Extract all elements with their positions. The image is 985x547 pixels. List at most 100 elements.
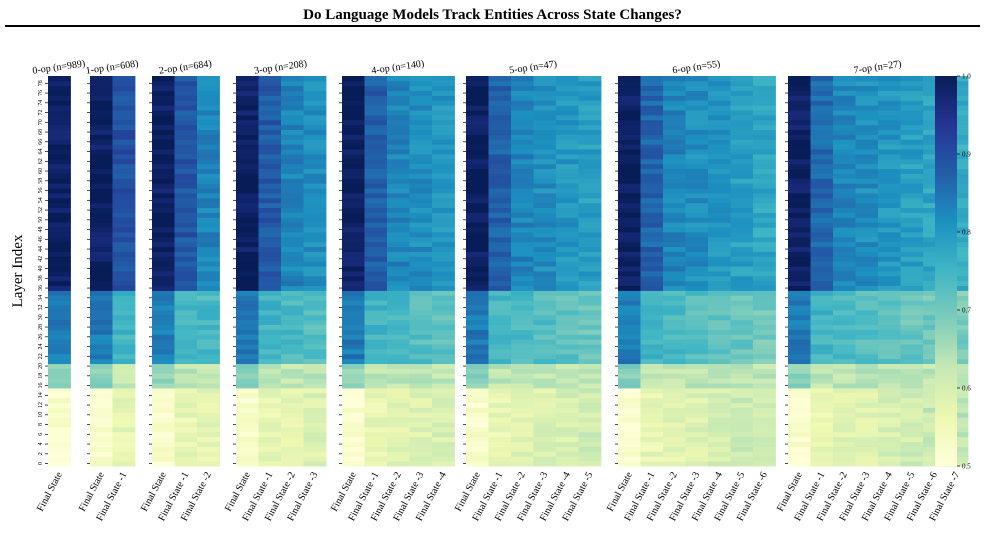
heatmap-cell: [112, 80, 136, 87]
heatmap-cell: [342, 144, 365, 150]
heatmap-cell: [618, 168, 641, 174]
heatmap-cell: [488, 163, 512, 170]
heatmap-cell: [281, 329, 304, 335]
heatmap-cell: [900, 105, 924, 111]
heatmap-cell: [753, 246, 776, 252]
heatmap-cell: [342, 173, 365, 179]
heatmap-cell: [833, 280, 856, 287]
heatmap-cell: [303, 178, 327, 184]
heatmap-cell: [708, 246, 731, 252]
heatmap-cell: [810, 431, 834, 438]
heatmap-cell: [511, 76, 534, 82]
heatmap-cell: [556, 256, 579, 262]
heatmap-cell: [810, 193, 834, 199]
heatmap-cell: [342, 422, 365, 428]
heatmap-cell: [685, 319, 709, 326]
heatmap-cell: [900, 290, 924, 296]
heatmap-cell: [833, 397, 856, 404]
heatmap-cell: [466, 193, 489, 199]
heatmap-cell: [258, 246, 282, 252]
panel-title: 1-op (n=608): [85, 58, 139, 76]
heatmap-cell: [556, 119, 579, 126]
heatmap-cell: [578, 144, 602, 150]
heatmap-cell: [281, 310, 304, 316]
heatmap-cell: [923, 373, 946, 379]
heatmap-cell: [90, 85, 113, 92]
heatmap-cell: [258, 358, 282, 365]
heatmap-cell: [342, 446, 365, 452]
heatmap-cell: [236, 329, 259, 335]
heatmap-cell: [48, 232, 71, 238]
heatmap-cell: [900, 441, 924, 447]
heatmap-cell: [488, 378, 512, 384]
heatmap-cell: [618, 412, 641, 418]
heatmap-cell: [303, 451, 327, 457]
heatmap-cell: [303, 154, 327, 160]
heatmap-cell: [685, 119, 709, 126]
heatmap-cell: [618, 261, 641, 267]
heatmap-cell: [810, 339, 834, 345]
heatmap-cell: [855, 256, 879, 262]
heatmap-cell: [556, 412, 579, 418]
heatmap-cell: [878, 397, 901, 404]
heatmap-cell: [618, 397, 641, 404]
heatmap-cell: [466, 456, 489, 462]
heatmap-cell: [48, 319, 71, 326]
heatmap-cell: [810, 451, 834, 457]
heatmap-cell: [556, 129, 579, 135]
heatmap-cell: [409, 158, 433, 165]
heatmap-cell: [152, 85, 175, 92]
heatmap-cell: [533, 427, 557, 433]
heatmap-cell: [488, 300, 512, 306]
heatmap-cell: [303, 246, 327, 252]
heatmap-cell: [236, 412, 259, 418]
heatmap-cell: [855, 232, 879, 238]
heatmap-cell: [48, 256, 71, 262]
heatmap-cell: [900, 207, 924, 213]
heatmap-cell: [409, 256, 433, 262]
heatmap-cell: [258, 300, 282, 306]
heatmap-cell: [48, 417, 71, 423]
heatmap-cell: [730, 305, 754, 311]
heatmap-cell: [640, 446, 664, 452]
heatmap-cell: [923, 388, 946, 394]
heatmap-cell: [878, 427, 901, 433]
heatmap-cell: [281, 129, 304, 135]
heatmap-cell: [708, 310, 731, 316]
heatmap-cell: [342, 207, 365, 213]
heatmap-cell: [708, 256, 731, 262]
heatmap-cell: [753, 188, 776, 194]
heatmap-cell: [303, 76, 327, 82]
heatmap-cell: [900, 183, 924, 189]
heatmap-cell: [432, 329, 455, 335]
heatmap-cell: [48, 314, 71, 321]
heatmap-cell: [387, 436, 410, 443]
heatmap-cell: [855, 383, 879, 389]
heatmap-cell: [409, 124, 433, 131]
heatmap-cell: [556, 358, 579, 365]
heatmap-cell: [488, 100, 512, 106]
heatmap-cell: [511, 178, 534, 184]
heatmap-cell: [281, 212, 304, 218]
heatmap-cell: [236, 163, 259, 170]
heatmap-cell: [618, 212, 641, 218]
heatmap-cell: [556, 407, 579, 413]
heatmap-cell: [753, 124, 776, 131]
heatmap-cell: [511, 100, 534, 106]
heatmap-cell: [174, 397, 198, 404]
heatmap-cell: [152, 324, 175, 330]
heatmap-cell: [855, 314, 879, 321]
heatmap-cell: [730, 110, 754, 116]
heatmap-cell: [663, 290, 686, 296]
heatmap-cell: [342, 358, 365, 365]
heatmap-cell: [878, 144, 901, 150]
heatmap-cell: [342, 105, 365, 111]
heatmap-cell: [364, 212, 388, 218]
heatmap-cell: [640, 451, 664, 457]
heatmap-cell: [197, 310, 220, 316]
heatmap-cell: [900, 232, 924, 238]
heatmap-cell: [387, 285, 410, 291]
heatmap-cell: [708, 290, 731, 296]
heatmap-cell: [409, 373, 433, 379]
heatmap-cell: [923, 402, 946, 408]
